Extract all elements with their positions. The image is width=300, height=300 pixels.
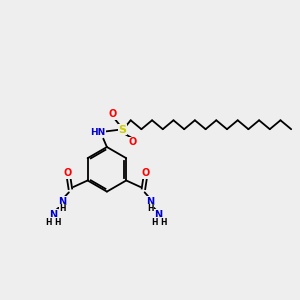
Text: O: O: [142, 168, 150, 178]
Text: O: O: [129, 137, 137, 147]
Text: HN: HN: [90, 128, 106, 137]
Text: N: N: [146, 196, 154, 207]
Text: O: O: [109, 109, 117, 119]
Text: H: H: [55, 218, 61, 226]
Text: H: H: [151, 218, 158, 226]
Text: N: N: [154, 210, 163, 220]
Text: N: N: [50, 210, 58, 220]
Text: H: H: [46, 218, 52, 226]
Text: N: N: [58, 196, 66, 207]
Text: H: H: [160, 218, 167, 226]
Text: O: O: [64, 168, 72, 178]
Text: S: S: [118, 125, 126, 135]
Text: H: H: [147, 204, 154, 213]
Text: H: H: [59, 204, 66, 213]
